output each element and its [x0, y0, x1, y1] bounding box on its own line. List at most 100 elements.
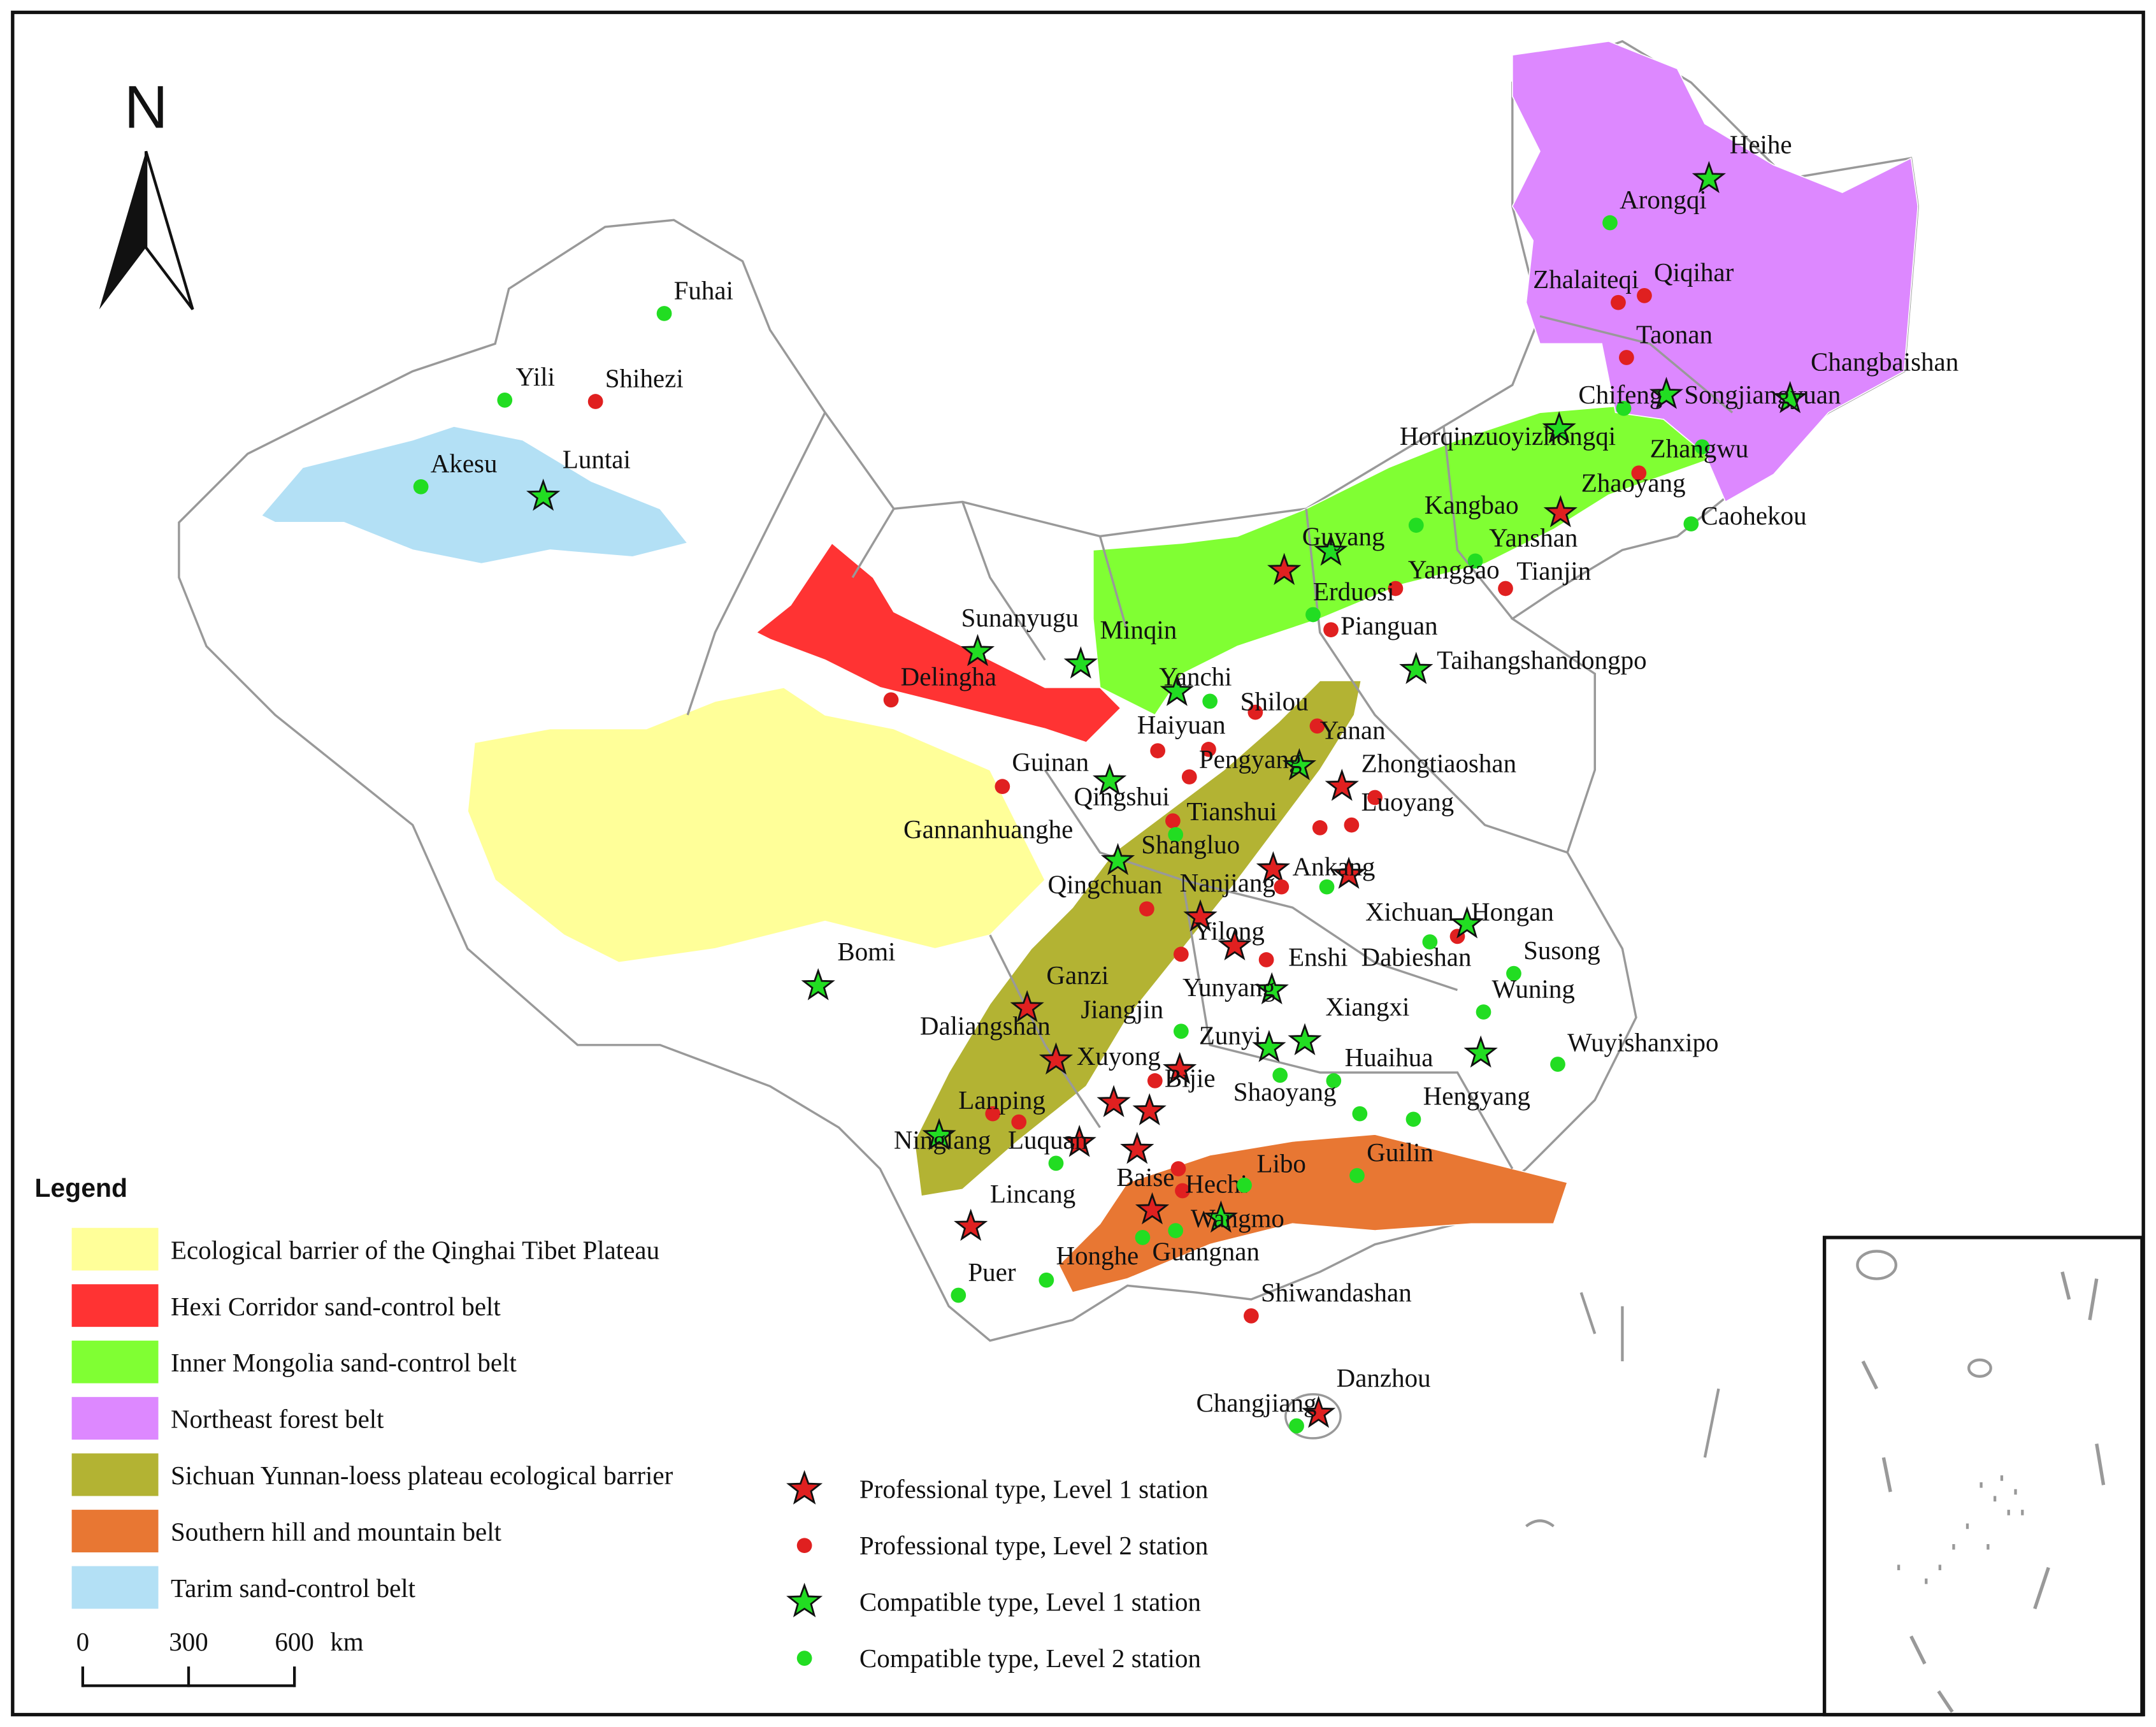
station-label: Xichuan [1365, 897, 1454, 927]
station-marker [1170, 1161, 1186, 1176]
station-marker [1319, 879, 1335, 895]
legend-label: Northeast forest belt [171, 1405, 384, 1434]
station-label: Ninglang [894, 1125, 991, 1155]
station-marker [1011, 1114, 1027, 1130]
station-marker [1288, 1023, 1322, 1055]
station-marker [1168, 827, 1184, 842]
legend-label: Compatible type, Level 2 station [859, 1644, 1201, 1673]
station-marker [1218, 928, 1252, 961]
legend-swatch [71, 1453, 159, 1496]
station-marker [1132, 1093, 1167, 1125]
station-marker [1498, 581, 1513, 596]
station-label: Luquan [1008, 1125, 1088, 1155]
station-marker [1305, 607, 1321, 623]
station-label: Heihe [1730, 130, 1792, 159]
inset-boundary [1861, 1271, 2106, 1713]
station-marker [922, 1118, 956, 1150]
station-marker [1048, 1155, 1064, 1171]
station-marker [1201, 742, 1216, 757]
station-label: Guyang [1302, 521, 1385, 551]
legend-swatch [71, 1340, 159, 1384]
station-marker [1449, 906, 1484, 939]
station-marker [1602, 215, 1618, 231]
station-marker [1388, 581, 1404, 596]
station-marker [1254, 972, 1289, 1005]
station-label: Qingchuan [1048, 869, 1163, 899]
legend-swatch [71, 1397, 159, 1440]
station-label: Pianguan [1340, 611, 1438, 640]
station-label: Xiangxi [1325, 992, 1409, 1021]
station-label: Tianjin [1516, 556, 1591, 585]
station-label: Zunyi [1199, 1021, 1261, 1050]
station-marker [1120, 1131, 1154, 1164]
station-label: Yanggao [1408, 554, 1500, 584]
station-marker [497, 393, 513, 408]
legend-label: Tarim sand-control belt [171, 1573, 416, 1603]
legend-label: Ecological barrier of the Qinghai Tibet … [171, 1235, 659, 1264]
station-marker [1175, 1183, 1190, 1199]
station-label: Qiqihar [1654, 257, 1734, 287]
station-label: Sunanyugu [961, 603, 1079, 632]
station-label: Luntai [563, 445, 631, 474]
station-label: Wangmo [1191, 1204, 1284, 1233]
station-marker [1463, 1035, 1498, 1068]
legend-swatch [71, 1284, 159, 1327]
station-marker [526, 478, 561, 511]
station-label: Caohekou [1700, 501, 1806, 530]
belt-region [467, 686, 1046, 964]
station-marker [1173, 946, 1189, 962]
station-marker [1147, 1073, 1163, 1088]
station-marker [1092, 763, 1127, 796]
station-label: Zhongtiaoshan [1361, 748, 1516, 777]
station-label: Danzhou [1337, 1363, 1431, 1392]
station-label: Ganzi [1046, 960, 1109, 990]
station-label: Libo [1256, 1148, 1305, 1178]
legend-label: Inner Mongolia sand-control belt [171, 1348, 517, 1377]
station-marker [1344, 817, 1360, 833]
station-marker [1150, 743, 1166, 758]
station-marker [1550, 1057, 1565, 1072]
station-label: Susong [1523, 936, 1600, 965]
station-marker [1168, 1223, 1184, 1238]
station-marker [1181, 769, 1197, 784]
station-label: Erduosi [1313, 577, 1395, 606]
station-label: Shilou [1240, 686, 1309, 716]
station-marker [1649, 377, 1684, 409]
station-marker [1692, 161, 1726, 194]
station-marker [801, 968, 835, 1001]
station-label: Tianshui [1186, 797, 1277, 826]
station-label: Songjiangyuan [1685, 380, 1841, 409]
north-arrow [144, 150, 194, 310]
station-label: Kangbao [1425, 490, 1519, 519]
station-marker [1611, 294, 1626, 310]
station-marker [1135, 1192, 1170, 1225]
station-marker [1173, 1023, 1189, 1039]
station-marker [951, 1287, 967, 1303]
station-label: Nanjiang [1180, 868, 1276, 897]
station-label: Chifeng [1578, 380, 1662, 409]
legend-label: Southern hill and mountain belt [171, 1517, 502, 1547]
station-marker [1096, 1085, 1131, 1117]
station-marker [1038, 1272, 1054, 1288]
province-borders [686, 315, 1734, 1169]
scale-label: 600 [275, 1627, 313, 1656]
station-marker [1542, 411, 1576, 444]
scale-bar: 0 300 600 km [76, 1627, 364, 1687]
station-marker [1256, 851, 1291, 884]
belt-region [914, 680, 1362, 1197]
station-label: Bijie [1165, 1064, 1216, 1093]
frame [11, 10, 2145, 1717]
station-label: Zhangwu [1650, 433, 1749, 463]
station-marker [796, 1651, 812, 1666]
legend-label: Sichuan Yunnan-loess plateau ecological … [171, 1461, 673, 1490]
station-marker [1312, 820, 1328, 835]
hainan-island [1284, 1393, 1342, 1440]
station-marker [995, 779, 1010, 795]
north-label: N [124, 73, 168, 141]
station-label: Gannanhuanghe [903, 814, 1073, 844]
station-marker [1399, 651, 1434, 684]
station-marker [1282, 748, 1317, 781]
scale-label: 300 [169, 1627, 208, 1656]
station-marker [1405, 1111, 1421, 1127]
station-marker [1038, 1042, 1074, 1075]
